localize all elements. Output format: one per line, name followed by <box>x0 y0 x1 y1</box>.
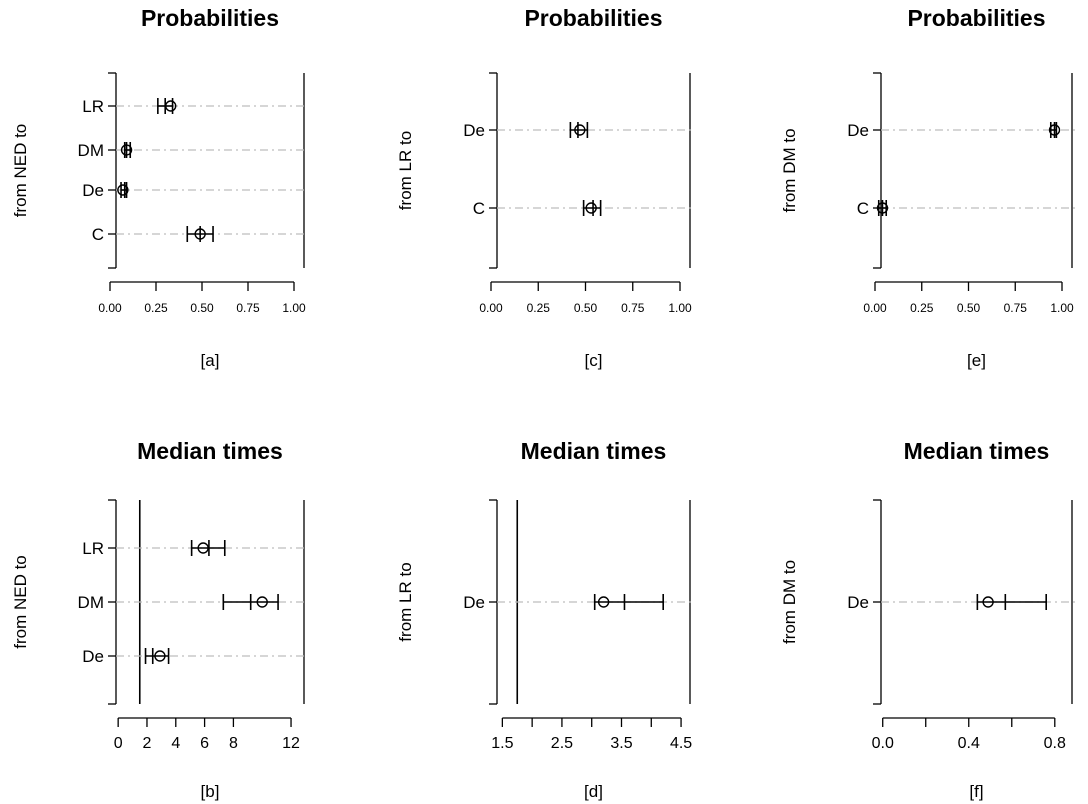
point-estimate <box>597 596 610 608</box>
point-estimate <box>117 184 129 196</box>
y-tick-label: C <box>92 225 104 244</box>
x-tick-label: 0.25 <box>527 301 551 315</box>
y-axis-label: from NED to <box>11 555 30 649</box>
y-tick-label: De <box>463 593 485 612</box>
x-tick-label: 3.5 <box>610 735 632 752</box>
y-axis-label: from DM to <box>780 128 799 212</box>
panel-title: Probabilities <box>907 5 1045 31</box>
x-tick-label: 1.5 <box>491 735 513 752</box>
point-estimate <box>194 228 206 240</box>
y-axis-label: from LR to <box>396 131 415 210</box>
x-tick-label: 0.0 <box>872 735 894 752</box>
panel-b: Median times from NED to De DM LR 0 2 4 6 8 12 [b] <box>11 438 308 801</box>
x-axis-label: [f] <box>969 782 983 801</box>
panel-title: Probabilities <box>141 5 279 31</box>
y-tick-label: De <box>847 121 869 140</box>
x-tick-label: 0.00 <box>479 301 503 315</box>
x-tick-label: 0.50 <box>957 301 981 315</box>
y-tick-label: LR <box>82 97 104 116</box>
x-axis-label: [c] <box>585 351 603 370</box>
x-axis-label: [b] <box>201 782 220 801</box>
x-axis-label: [d] <box>584 782 603 801</box>
x-tick-label: 0.50 <box>190 301 214 315</box>
panel-e: Probabilities from DM to C De 0.00 0.25 0.50 0.… <box>780 5 1076 370</box>
y-tick-label: De <box>463 121 485 140</box>
x-tick-label: 0.25 <box>910 301 934 315</box>
point-estimate <box>574 124 586 136</box>
x-axis-label: [e] <box>967 351 986 370</box>
panel-title: Median times <box>904 438 1050 464</box>
x-tick-label: 0.75 <box>236 301 260 315</box>
point-estimate <box>982 596 994 608</box>
x-tick-label: 0.75 <box>621 301 645 315</box>
y-tick-label: De <box>847 593 869 612</box>
panel-title: Probabilities <box>524 5 662 31</box>
point-estimate <box>120 144 133 156</box>
x-tick-label: 4 <box>171 735 180 752</box>
y-axis-label: from LR to <box>396 562 415 641</box>
y-tick-label: De <box>82 647 104 666</box>
point-estimate <box>154 650 166 662</box>
x-tick-label: 2.5 <box>551 735 573 752</box>
panel-a: Probabilities from NED to C De DM LR 0.00 0.25 0… <box>11 5 308 370</box>
x-tick-label: 0.50 <box>574 301 598 315</box>
x-tick-label: 4.5 <box>670 735 692 752</box>
x-tick-label: 0.00 <box>863 301 887 315</box>
panel-title: Median times <box>137 438 283 464</box>
x-tick-label: 0.25 <box>144 301 168 315</box>
y-tick-label: DM <box>78 141 104 160</box>
x-axis-label: [a] <box>201 351 220 370</box>
x-tick-label: 1.00 <box>668 301 692 315</box>
x-tick-label: 0.00 <box>98 301 122 315</box>
x-tick-label: 12 <box>282 735 300 752</box>
point-estimate <box>256 596 268 608</box>
y-tick-label: C <box>473 199 485 218</box>
point-estimate <box>1048 124 1061 136</box>
x-tick-label: 6 <box>200 735 209 752</box>
y-axis-label: from DM to <box>780 560 799 644</box>
x-tick-label: 0.4 <box>958 735 980 752</box>
panel-f: Median times from DM to De 0.0 0.4 0.8 [f] <box>780 438 1076 801</box>
point-estimate <box>585 202 597 214</box>
x-tick-label: 0 <box>114 735 123 752</box>
panel-c: Probabilities from LR to C De 0.00 0.25 0.50 0.… <box>396 5 694 370</box>
y-tick-label: LR <box>82 539 104 558</box>
point-estimate <box>876 202 889 214</box>
x-tick-label: 1.00 <box>1050 301 1074 315</box>
x-tick-label: 2 <box>143 735 152 752</box>
point-estimate <box>197 542 209 554</box>
y-tick-label: De <box>82 181 104 200</box>
point-estimate <box>165 100 177 112</box>
panel-d: Median times from LR to De 1.5 2.5 3.5 4.5 [d] <box>396 438 694 801</box>
x-tick-label: 8 <box>229 735 238 752</box>
panel-title: Median times <box>521 438 667 464</box>
x-tick-label: 0.8 <box>1044 735 1066 752</box>
x-tick-label: 1.00 <box>282 301 306 315</box>
y-tick-label: DM <box>78 593 104 612</box>
y-axis-label: from NED to <box>11 124 30 218</box>
y-tick-label: C <box>857 199 869 218</box>
x-tick-label: 0.75 <box>1004 301 1028 315</box>
